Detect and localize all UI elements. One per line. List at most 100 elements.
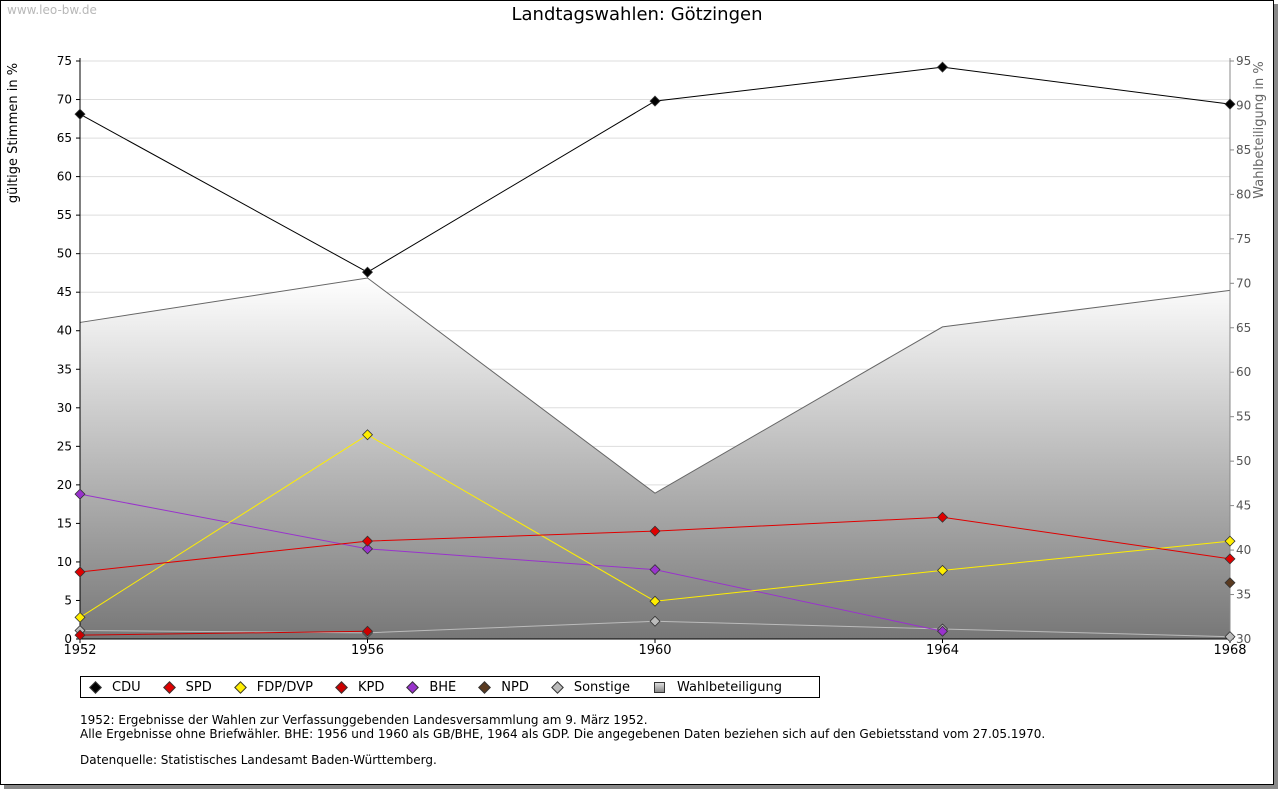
legend-item: CDU <box>89 679 141 695</box>
x-tick-label: 1956 <box>351 643 384 658</box>
y2-axis-label: Wahlbeteiligung in % <box>1252 61 1267 198</box>
y2-tick-label: 90 <box>1236 98 1251 112</box>
data-point-spd <box>649 525 661 537</box>
data-point-bhe <box>361 543 374 555</box>
y-tick-label: 40 <box>57 324 72 338</box>
data-point-npd <box>1224 577 1236 589</box>
data-point-sonstige <box>1224 631 1236 643</box>
legend-item: SPD <box>162 679 212 695</box>
legend-marker-icon <box>233 680 247 694</box>
x-tick-label: 1968 <box>1213 643 1246 658</box>
legend-item: Wahlbeteiligung <box>654 680 782 695</box>
data-point-kpd <box>74 629 86 641</box>
x-tick-label: 1964 <box>926 643 959 658</box>
legend-marker-icon <box>162 680 176 694</box>
y2-tick-label: 40 <box>1236 543 1251 557</box>
footnotes: 1952: Ergebnisse der Wahlen zur Verfassu… <box>80 713 1045 767</box>
legend-label: SPD <box>185 679 212 695</box>
data-point-bhe <box>74 488 86 500</box>
legend-item: Sonstige <box>550 679 631 695</box>
y2-tick-label: 70 <box>1236 276 1251 290</box>
data-point-spd <box>361 535 374 547</box>
legend-label: Sonstige <box>573 679 631 695</box>
legend: CDU SPD FDP/DVP KPD BHE NPD Sonstige Wahlbeteil… <box>80 676 820 698</box>
y-tick-label: 15 <box>57 516 72 530</box>
y-tick-label: 20 <box>57 478 72 492</box>
legend-label: NPD <box>501 679 529 695</box>
data-point-fdp-dvp <box>649 595 661 607</box>
y-tick-label: 75 <box>57 54 72 68</box>
legend-marker-icon <box>406 680 420 694</box>
legend-label: KPD <box>357 679 385 695</box>
y2-tick-label: 80 <box>1236 187 1251 201</box>
turnout-area <box>79 277 1231 639</box>
y-tick-label: 70 <box>57 93 72 107</box>
data-point-fdp-dvp <box>74 611 86 623</box>
chart-title: Landtagswahlen: Götzingen <box>511 4 763 25</box>
y2-tick-label: 45 <box>1236 499 1251 513</box>
legend-marker-icon <box>89 680 102 694</box>
data-point-fdp-dvp <box>936 564 949 576</box>
legend-label: Wahlbeteiligung <box>677 679 783 695</box>
data-point-sonstige <box>649 615 661 627</box>
turnout-area-fill <box>80 277 1230 639</box>
y-axis-label: gültige Stimmen in % <box>6 63 21 203</box>
y2-tick-label: 50 <box>1236 454 1251 468</box>
y-tick-label: 10 <box>57 555 72 569</box>
series-line-bhe <box>79 493 943 632</box>
y2-tick-label: 85 <box>1236 143 1251 157</box>
data-point-cdu <box>361 266 374 278</box>
y-tick-label: 55 <box>57 208 72 222</box>
y-tick-label: 50 <box>57 247 72 261</box>
y-tick-label: 30 <box>57 401 72 415</box>
y2-tick-label: 65 <box>1236 321 1251 335</box>
data-point-spd <box>936 511 949 523</box>
y2-tick-label: 95 <box>1236 54 1251 68</box>
y-tick-label: 0 <box>64 632 72 646</box>
y-tick-label: 5 <box>64 593 72 607</box>
data-source: Datenquelle: Statistisches Landesamt Bad… <box>80 753 437 767</box>
legend-item: FDP/DVP <box>233 679 313 695</box>
y-tick-label: 25 <box>57 439 72 453</box>
data-point-spd <box>1224 553 1236 565</box>
legend-item: BHE <box>406 679 457 695</box>
footnote-1: 1952: Ergebnisse der Wahlen zur Verfassu… <box>80 713 648 727</box>
legend-marker-icon <box>550 680 564 694</box>
data-point-spd <box>74 566 86 578</box>
data-point-fdp-dvp <box>1224 535 1236 547</box>
data-point-cdu <box>936 61 949 73</box>
y2-tick-label: 75 <box>1236 232 1251 246</box>
tick-labels: 0 5 10 15 20 25 30 35 40 45 50 55 60 65 70 75 30 35 40 45 50… <box>57 54 1252 658</box>
data-point-kpd <box>361 625 374 637</box>
data-point-cdu <box>74 108 86 120</box>
y-tick-label: 45 <box>57 285 72 299</box>
legend-area-icon <box>654 681 666 693</box>
y-tick-label: 65 <box>57 131 72 145</box>
y-tick-label: 35 <box>57 362 72 376</box>
x-tick-label: 1960 <box>638 643 671 658</box>
series-line-kpd <box>79 630 368 636</box>
watermark: www.leo-bw.de <box>7 3 97 17</box>
legend-label: BHE <box>429 679 457 695</box>
y2-tick-label: 60 <box>1236 365 1251 379</box>
legend-label: FDP/DVP <box>256 679 313 695</box>
data-point-cdu <box>649 95 661 107</box>
data-point-fdp-dvp <box>361 429 374 441</box>
turnout-line <box>79 277 1231 494</box>
y2-tick-label: 30 <box>1236 632 1251 646</box>
data-point-bhe <box>649 564 661 576</box>
data-point-bhe <box>936 625 949 637</box>
legend-item: KPD <box>335 679 385 695</box>
y-tick-label: 60 <box>57 170 72 184</box>
data-point-cdu <box>1224 98 1236 110</box>
series-lines <box>74 61 1236 643</box>
x-tick-label: 1952 <box>63 643 96 658</box>
footnote-2: Alle Ergebnisse ohne Briefwähler. BHE: 1… <box>80 727 1046 741</box>
legend-marker-icon <box>478 680 492 694</box>
y2-tick-label: 35 <box>1236 588 1251 602</box>
legend-item: NPD <box>478 679 529 695</box>
y2-tick-label: 55 <box>1236 410 1251 424</box>
legend-marker-icon <box>335 680 348 694</box>
legend-label: CDU <box>112 679 141 695</box>
